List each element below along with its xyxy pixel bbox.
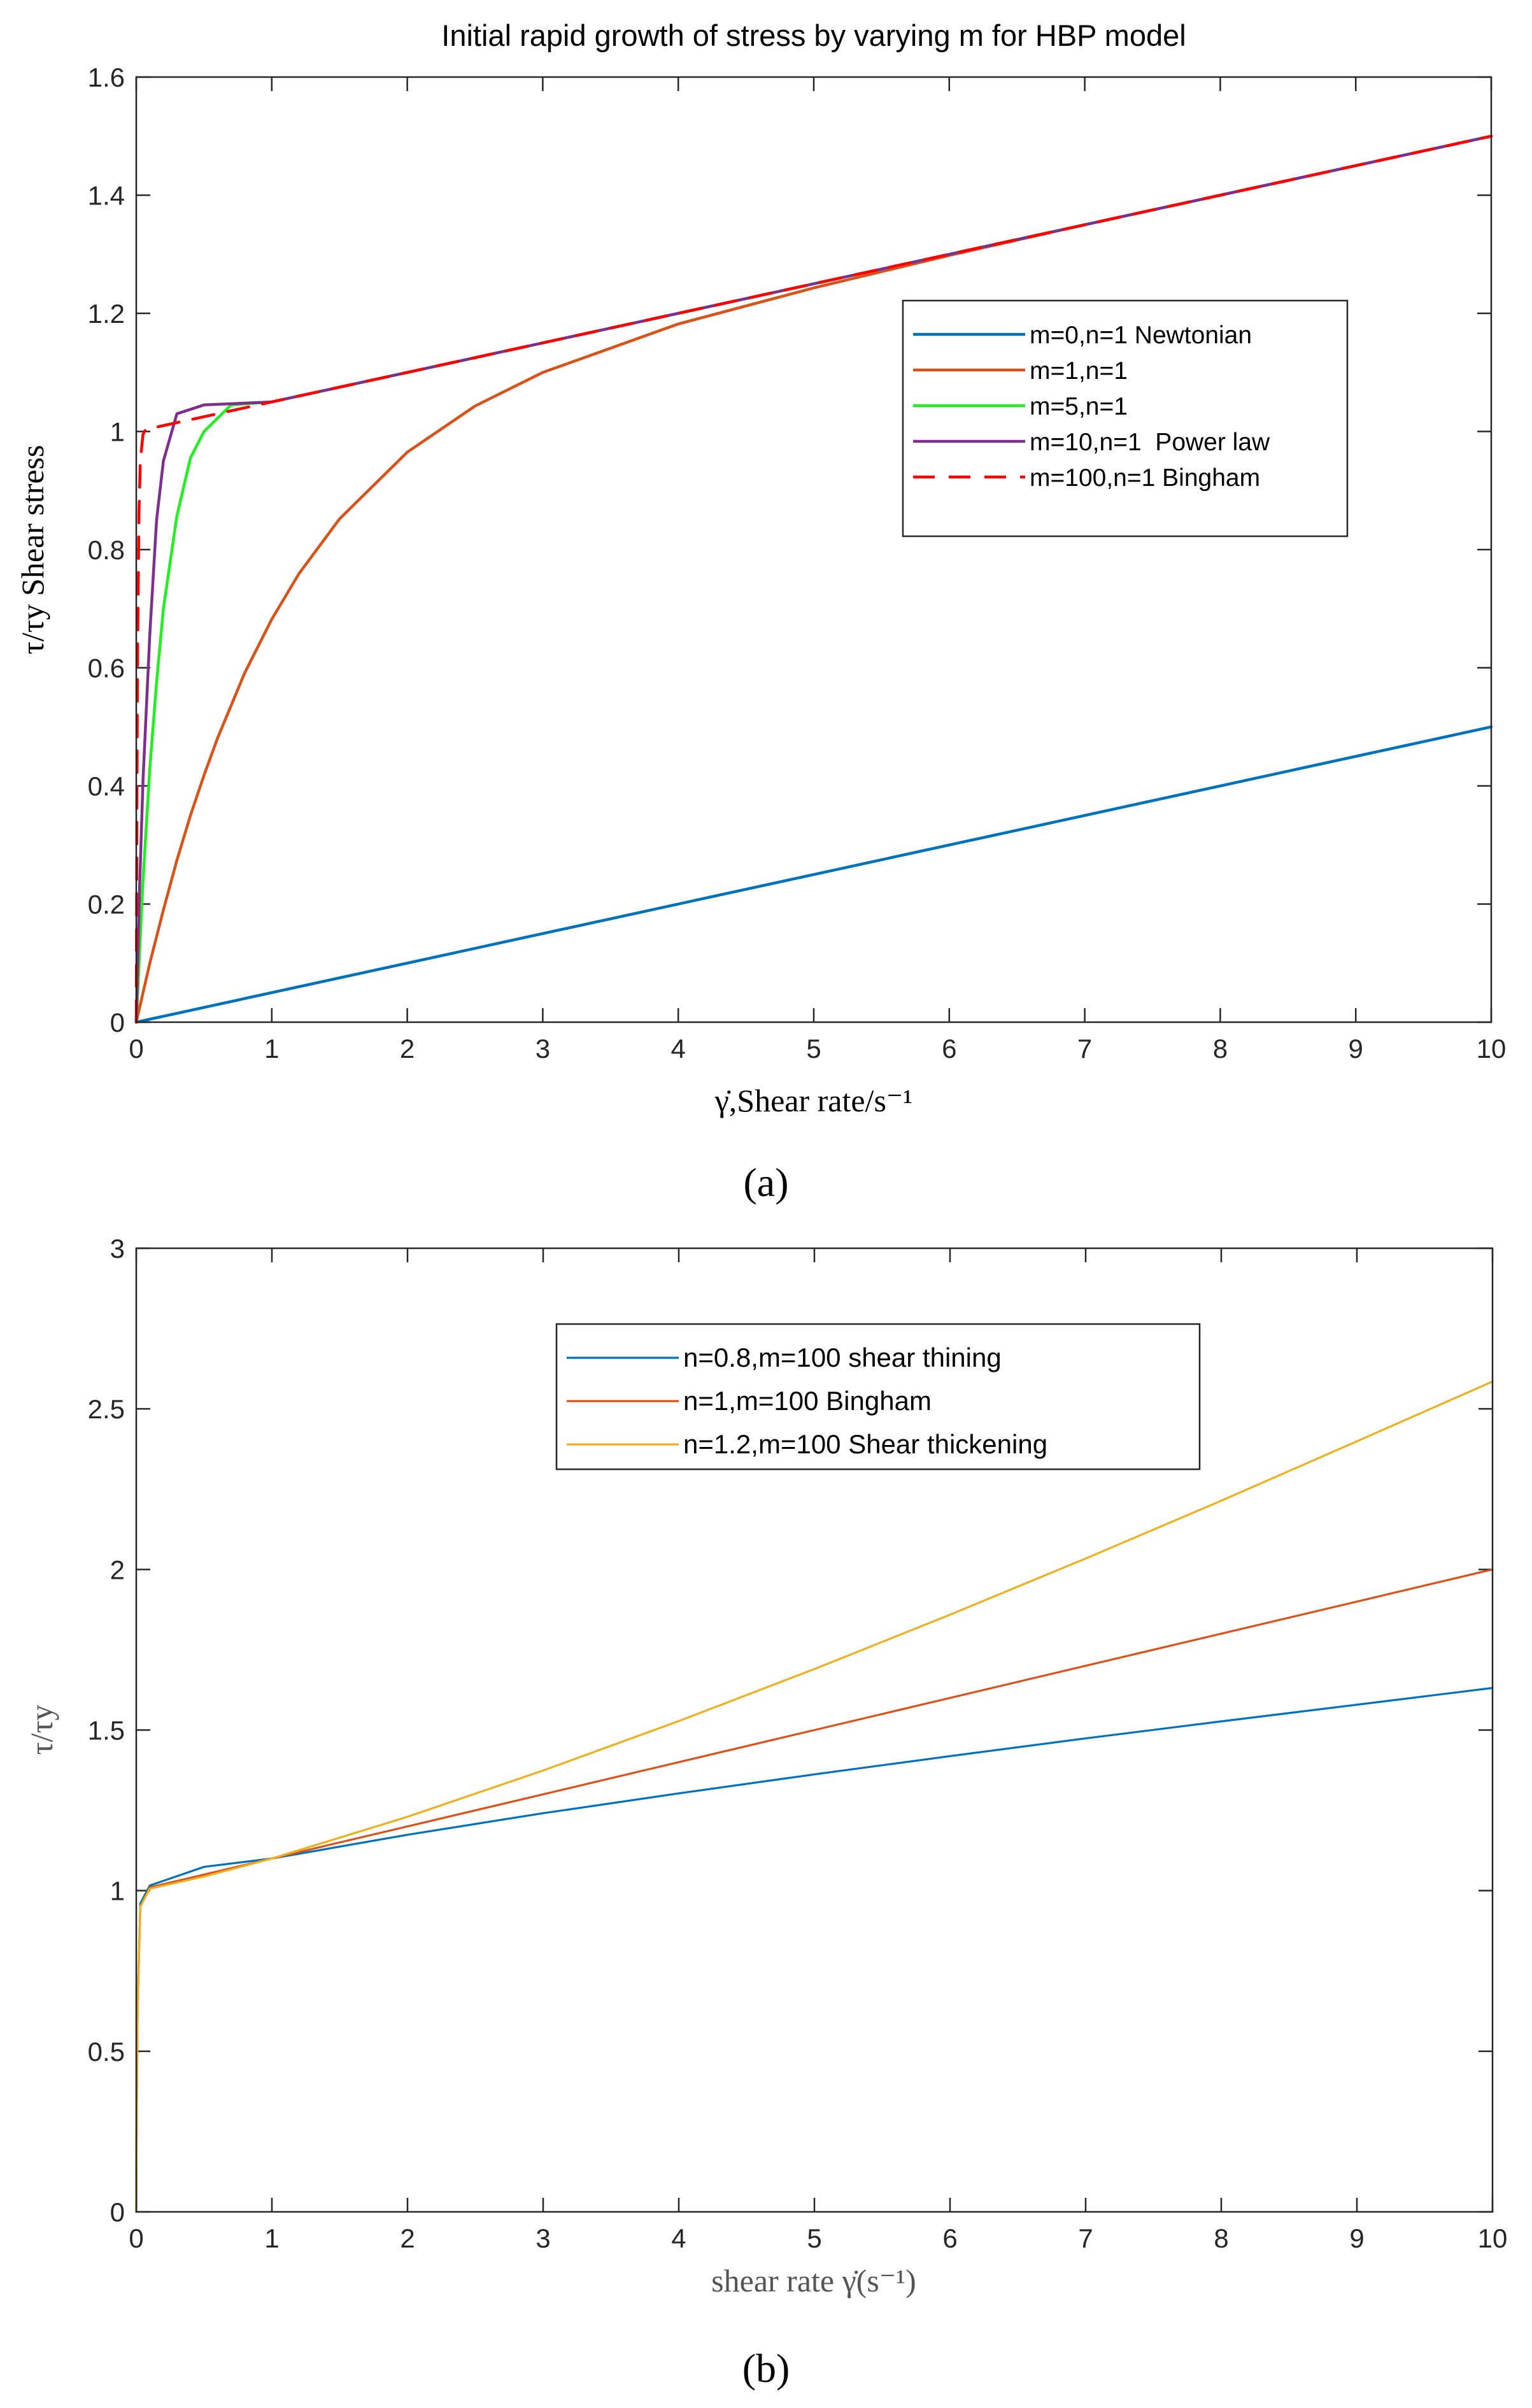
chart-a-y-tick-label: 1.6 bbox=[88, 62, 125, 92]
chart-a-y-axis-label: τ/τy Shear stress bbox=[15, 445, 50, 654]
panel-label-a: (a) bbox=[743, 1160, 788, 1205]
chart-a: 0 1 2 3 4 5 6 7 8 9 10 0 0.2 0.4 0.6 0.8 1 1.2 1.4 1.6 Ini… bbox=[15, 18, 1506, 1205]
chart-b-legend-label: n=0.8,m=100 shear thining bbox=[683, 1343, 1002, 1372]
chart-a-legend: m=0,n=1 Newtonian m=1,n=1 m=5,n=1 m=10,n=1 … bbox=[902, 299, 1349, 538]
chart-a-y-tick-label: 0 bbox=[110, 1008, 125, 1037]
chart-b: 0 1 2 3 4 5 6 7 8 9 10 0 0.5 1 1.5 2 2.5 3 shear rate γ̇… bbox=[24, 1234, 1507, 2391]
chart-a-legend-label: m=10,n=1 Power law bbox=[1030, 429, 1270, 456]
chart-b-legend-label: n=1,m=100 Bingham bbox=[683, 1386, 932, 1416]
chart-a-legend-label: m=1,n=1 bbox=[1030, 357, 1128, 385]
chart-a-series-line-5 bbox=[134, 134, 1493, 1024]
chart-a-x-tick-label: 4 bbox=[671, 1034, 686, 1064]
chart-b-y-tick-label: 1 bbox=[110, 1876, 125, 1906]
chart-b-x-tick-label: 1 bbox=[264, 2223, 279, 2253]
chart-a-legend-label: m=100,n=1 Bingham bbox=[1030, 464, 1260, 492]
chart-a-y-tick-label: 0.2 bbox=[88, 890, 125, 920]
chart-a-series-group bbox=[134, 134, 1493, 1024]
chart-a-legend-label: m=0,n=1 Newtonian bbox=[1030, 322, 1252, 349]
chart-a-legend-label: m=5,n=1 bbox=[1030, 393, 1128, 420]
chart-b-x-tick-label: 3 bbox=[535, 2223, 550, 2253]
chart-b-x-tick-label: 0 bbox=[129, 2223, 143, 2253]
chart-b-y-tick-label: 2 bbox=[110, 1555, 125, 1585]
chart-a-x-tick-label: 7 bbox=[1077, 1034, 1092, 1064]
chart-b-x-tick-label: 9 bbox=[1349, 2223, 1364, 2253]
chart-a-y-tick-label: 1.2 bbox=[88, 299, 125, 329]
chart-a-y-tick-label: 1.4 bbox=[88, 181, 125, 211]
chart-a-x-tick-label: 1 bbox=[264, 1034, 279, 1064]
chart-a-y-tick-labels: 0 0.2 0.4 0.6 0.8 1 1.2 1.4 1.6 bbox=[88, 62, 125, 1037]
chart-a-y-tick-label: 1 bbox=[110, 417, 125, 447]
chart-b-y-axis-label: τ/τy bbox=[24, 1704, 59, 1755]
chart-b-x-tick-label: 2 bbox=[400, 2223, 415, 2253]
chart-a-x-tick-label: 5 bbox=[806, 1034, 821, 1064]
chart-a-legend-box bbox=[902, 299, 1349, 538]
panel-label-b: (b) bbox=[742, 2346, 790, 2391]
chart-b-x-tick-label: 4 bbox=[671, 2223, 686, 2253]
chart-a-title: Initial rapid growth of stress by varyin… bbox=[441, 18, 1186, 52]
chart-a-x-tick-label: 9 bbox=[1349, 1034, 1363, 1064]
chart-a-x-tick-label: 0 bbox=[129, 1034, 143, 1064]
chart-b-series-line-3 bbox=[135, 1380, 1494, 2213]
chart-a-y-tick-label: 0.6 bbox=[88, 653, 125, 683]
chart-b-x-tick-label: 10 bbox=[1478, 2223, 1508, 2253]
chart-b-y-tick-labels: 0 0.5 1 1.5 2 2.5 3 bbox=[88, 1234, 125, 2227]
chart-b-y-tick-label: 2.5 bbox=[88, 1394, 125, 1424]
chart-b-y-tick-label: 3 bbox=[110, 1234, 125, 1264]
chart-b-y-tick-label: 1.5 bbox=[88, 1716, 125, 1746]
chart-a-plot-area bbox=[136, 77, 1491, 1022]
chart-a-x-tick-label: 2 bbox=[400, 1034, 415, 1064]
chart-b-y-tick-label: 0 bbox=[110, 2197, 125, 2227]
chart-a-x-tick-label: 6 bbox=[942, 1034, 956, 1064]
chart-b-axes-box bbox=[135, 1247, 1494, 2213]
chart-a-x-tick-label: 8 bbox=[1213, 1034, 1228, 1064]
chart-a-x-tick-labels: 0 1 2 3 4 5 6 7 8 9 10 bbox=[129, 1034, 1506, 1064]
chart-b-series-group bbox=[135, 1380, 1494, 2213]
chart-a-x-tick-label: 10 bbox=[1477, 1034, 1507, 1064]
chart-a-x-axis-label: γ̇,Shear rate/s⁻¹ bbox=[714, 1083, 913, 1118]
chart-b-legend-label: n=1.2,m=100 Shear thickening bbox=[683, 1429, 1047, 1459]
chart-a-x-tick-label: 3 bbox=[535, 1034, 550, 1064]
chart-b-x-tick-labels: 0 1 2 3 4 5 6 7 8 9 10 bbox=[129, 2223, 1507, 2253]
chart-b-x-axis-label: shear rate γ̇(s⁻¹) bbox=[711, 2263, 916, 2298]
chart-a-y-tick-label: 0.8 bbox=[88, 535, 125, 565]
chart-b-legend: n=0.8,m=100 shear thining n=1,m=100 Bingh… bbox=[555, 1323, 1201, 1471]
chart-b-x-tick-label: 8 bbox=[1214, 2223, 1228, 2253]
chart-b-x-tick-label: 5 bbox=[807, 2223, 821, 2253]
chart-b-y-tick-label: 0.5 bbox=[88, 2037, 125, 2067]
chart-b-x-tick-label: 7 bbox=[1078, 2223, 1093, 2253]
chart-a-axes-box bbox=[135, 76, 1493, 1023]
chart-b-x-tick-label: 6 bbox=[942, 2223, 957, 2253]
chart-a-series-line-1 bbox=[134, 725, 1493, 1024]
chart-a-y-tick-label: 0.4 bbox=[88, 771, 125, 801]
